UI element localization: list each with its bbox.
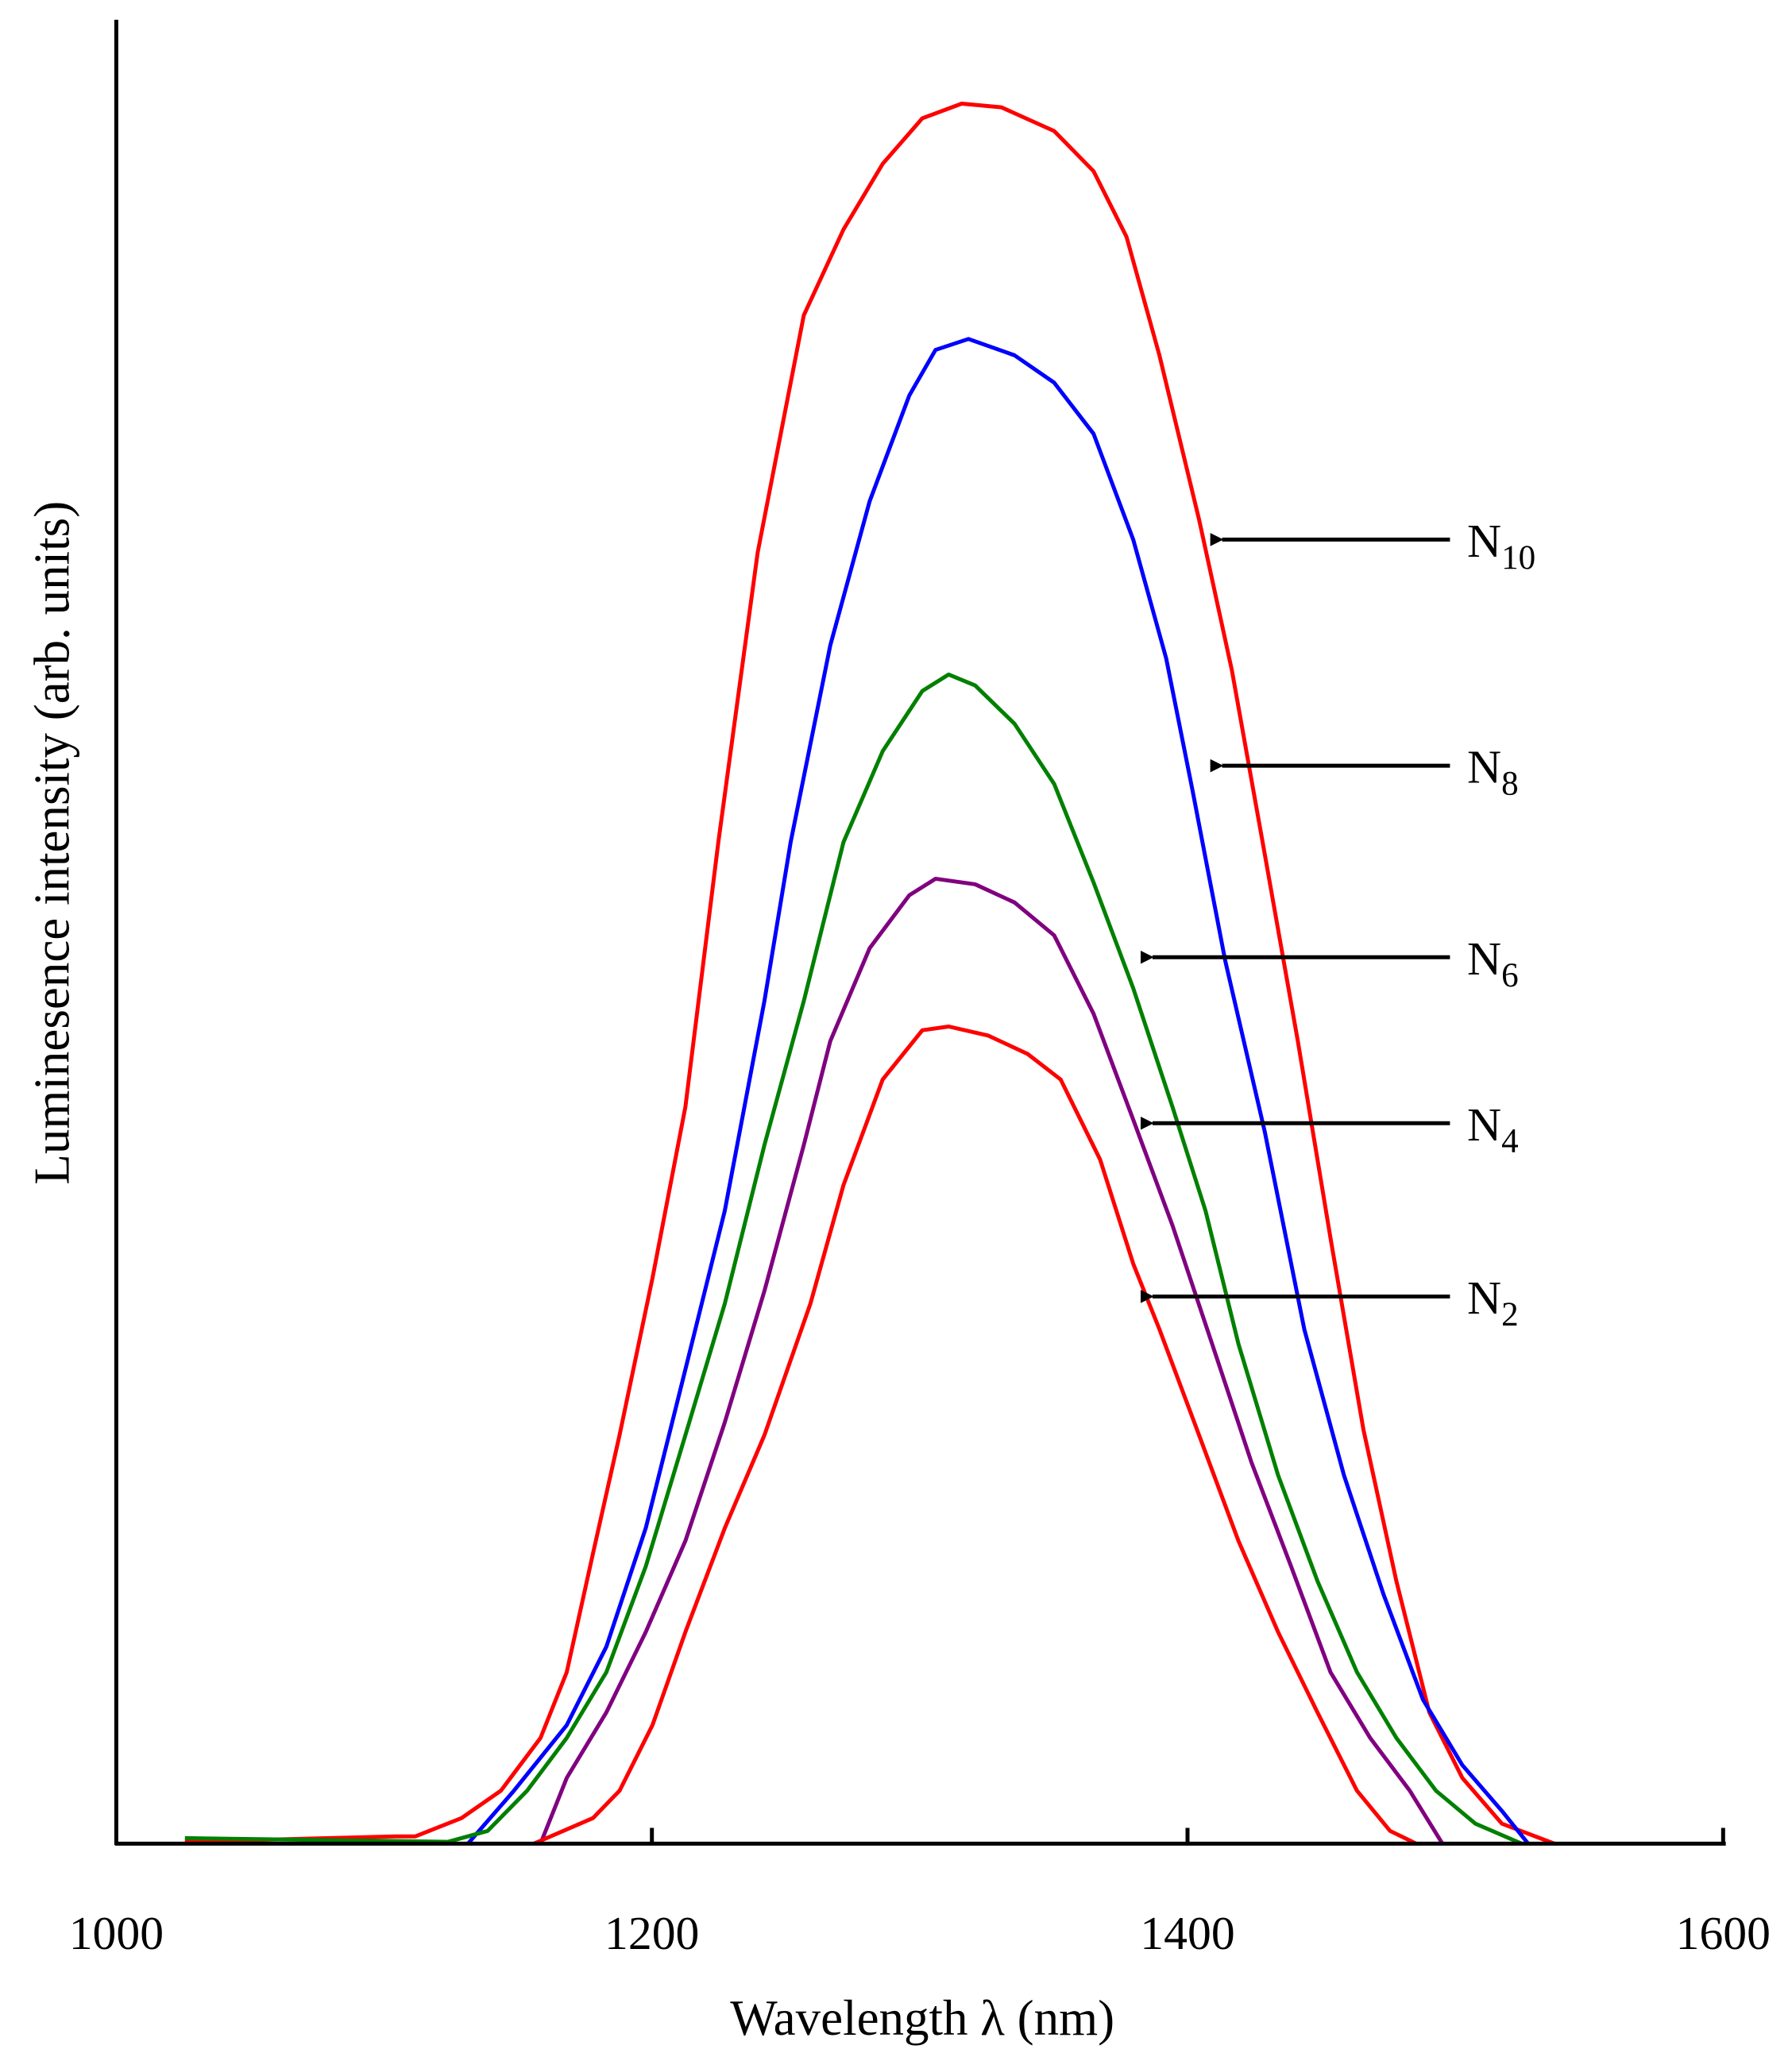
series-line-n10 (184, 102, 1555, 1846)
series-line-n8 (466, 337, 1530, 1846)
series-label-subscript: 4 (1501, 1123, 1519, 1160)
x-tick-label: 1400 (1140, 1907, 1234, 1959)
series-label-subscript: 8 (1501, 766, 1519, 803)
series-label-n8: N8 (1467, 741, 1519, 803)
series-label-subscript: 10 (1501, 539, 1535, 577)
series-layer (184, 102, 1555, 1846)
x-tick-label: 1600 (1676, 1907, 1771, 1959)
series-line-n6 (184, 672, 1523, 1846)
series-label-subscript: 6 (1501, 957, 1519, 994)
series-line-n2 (533, 1025, 1418, 1846)
series-line-n4 (539, 876, 1445, 1845)
series-label-n4: N4 (1467, 1098, 1519, 1160)
series-label-main: N (1467, 741, 1501, 793)
series-label-main: N (1467, 1272, 1501, 1324)
x-axis-title: Wavelength λ (nm) (730, 1990, 1114, 2046)
series-label-main: N (1467, 932, 1501, 985)
y-axis-title: Luminesence intensity (arb. units) (25, 501, 80, 1185)
series-label-main: N (1467, 515, 1501, 567)
x-ticks: 1000 1200 1400 1600 (69, 1827, 1771, 1959)
x-tick-label: 1000 (69, 1907, 164, 1959)
series-label-main: N (1467, 1098, 1501, 1151)
series-label-n6: N6 (1467, 932, 1519, 994)
x-tick-label: 1200 (604, 1907, 699, 1959)
series-label-n2: N2 (1467, 1272, 1519, 1333)
series-label-subscript: 2 (1501, 1296, 1519, 1333)
series-label-n10: N10 (1467, 515, 1535, 577)
